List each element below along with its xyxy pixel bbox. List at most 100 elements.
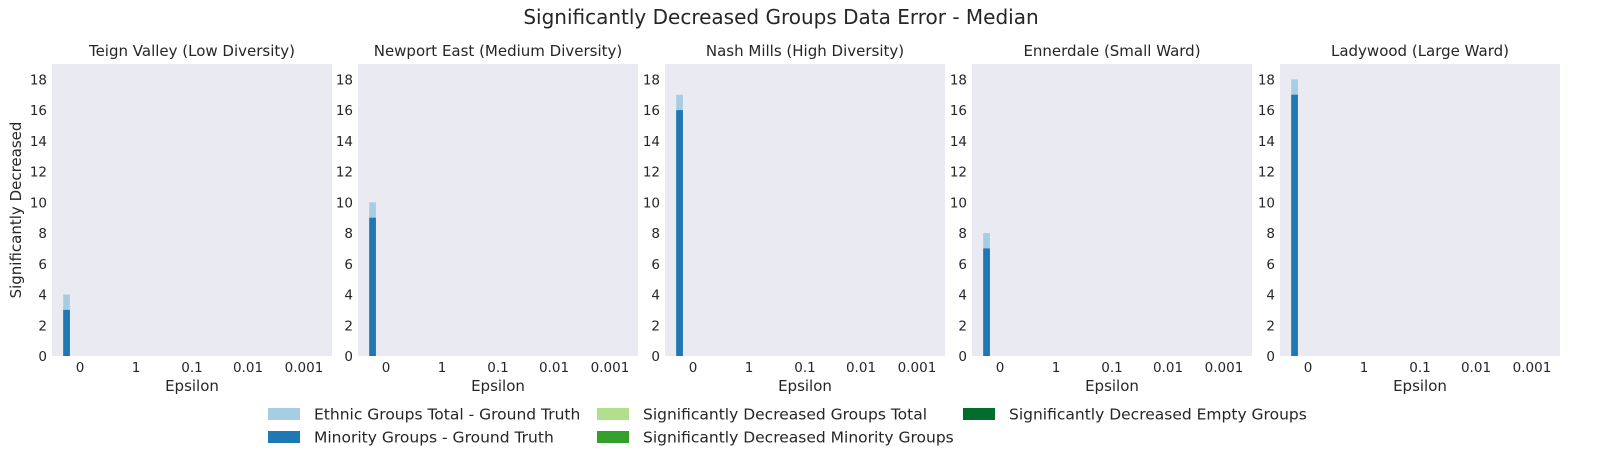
subplot-title: Ennerdale (Small Ward) (1023, 42, 1200, 60)
legend-swatch (597, 431, 629, 443)
legend-swatch (268, 408, 300, 420)
y-tick-label: 2 (651, 318, 660, 334)
y-tick-label: 8 (38, 226, 47, 242)
legend-item: Minority Groups - Ground Truth (268, 429, 554, 447)
y-tick-label: 10 (30, 195, 47, 211)
y-tick-label: 6 (1266, 257, 1275, 273)
y-tick-label: 4 (1266, 288, 1275, 304)
y-tick-label: 4 (38, 288, 47, 304)
y-tick-label: 4 (958, 288, 967, 304)
legend: Ethnic Groups Total - Ground Truth Minori… (268, 406, 1307, 447)
y-tick-label: 0 (958, 349, 967, 365)
y-tick-label: 18 (336, 72, 353, 88)
legend-item: Significantly Decreased Minority Groups (597, 429, 954, 447)
y-tick-label: 16 (1258, 103, 1275, 119)
y-tick-label: 14 (336, 134, 353, 150)
y-tick-label: 0 (344, 349, 353, 365)
plot-area (358, 64, 638, 356)
x-tick-label: 0.01 (1153, 360, 1183, 376)
legend-label: Minority Groups - Ground Truth (314, 429, 554, 447)
x-tick-label: 0 (996, 360, 1005, 376)
y-tick-label: 8 (1266, 226, 1275, 242)
y-tick-label: 12 (1258, 165, 1275, 181)
bar-minority-groups-ground-truth-0 (369, 217, 376, 356)
x-tick-label: 1 (438, 360, 447, 376)
y-tick-label: 10 (336, 195, 353, 211)
y-tick-label: 14 (30, 134, 47, 150)
x-tick-label: 0.1 (1101, 360, 1122, 376)
bar-minority-groups-ground-truth-0 (983, 248, 990, 356)
legend-label: Significantly Decreased Minority Groups (643, 429, 954, 447)
x-tick-label: 0.01 (1461, 360, 1491, 376)
y-tick-label: 14 (1258, 134, 1275, 150)
y-tick-label: 4 (344, 288, 353, 304)
y-tick-label: 8 (651, 226, 660, 242)
y-axis-label: Significantly Decreased (7, 122, 25, 299)
legend-item: Significantly Decreased Empty Groups (963, 406, 1307, 424)
legend-swatch (963, 408, 995, 420)
y-tick-label: 18 (643, 72, 660, 88)
legend-label: Significantly Decreased Groups Total (643, 406, 927, 424)
y-tick-label: 6 (651, 257, 660, 273)
x-tick-label: 0.01 (233, 360, 263, 376)
legend-label: Significantly Decreased Empty Groups (1009, 406, 1307, 424)
y-tick-label: 18 (1258, 72, 1275, 88)
y-tick-label: 16 (30, 103, 47, 119)
legend-item: Ethnic Groups Total - Ground Truth (268, 406, 580, 424)
y-tick-label: 0 (38, 349, 47, 365)
bar-minority-groups-ground-truth-0 (676, 110, 683, 357)
legend-swatch (268, 431, 300, 443)
x-tick-label: 0 (689, 360, 698, 376)
subplot-0: Teign Valley (Low Diversity) 0 2 4 6 8 10 12 14 1… (7, 42, 332, 395)
x-tick-label: 1 (1360, 360, 1369, 376)
y-tick-label: 12 (950, 165, 967, 181)
x-tick-label: 0 (1304, 360, 1313, 376)
x-tick-label: 0.001 (898, 360, 937, 376)
y-tick-label: 10 (950, 195, 967, 211)
y-tick-label: 8 (344, 226, 353, 242)
legend-item: Significantly Decreased Groups Total (597, 406, 927, 424)
legend-label: Ethnic Groups Total - Ground Truth (314, 406, 580, 424)
x-axis-label: Epsilon (165, 377, 219, 395)
bar-minority-groups-ground-truth-0 (63, 309, 70, 356)
subplot-3: Ennerdale (Small Ward) 0 2 4 6 8 10 12 14 16 18 0 1 0… (950, 42, 1252, 395)
y-tick-label: 6 (958, 257, 967, 273)
y-tick-label: 2 (958, 318, 967, 334)
y-tick-label: 18 (30, 72, 47, 88)
x-tick-label: 1 (745, 360, 754, 376)
y-tick-label: 12 (30, 165, 47, 181)
subplot-4: Ladywood (Large Ward) 0 2 4 6 8 10 12 14 16 18 0 1 0.… (1258, 42, 1560, 395)
plot-area (972, 64, 1252, 356)
subplot-title: Teign Valley (Low Diversity) (88, 42, 295, 60)
x-tick-label: 0.1 (794, 360, 815, 376)
y-tick-label: 18 (950, 72, 967, 88)
x-tick-label: 0.001 (1513, 360, 1552, 376)
y-tick-label: 8 (958, 226, 967, 242)
x-tick-label: 0.001 (285, 360, 324, 376)
y-tick-label: 16 (950, 103, 967, 119)
y-tick-label: 4 (651, 288, 660, 304)
y-tick-label: 16 (336, 103, 353, 119)
y-tick-label: 2 (38, 318, 47, 334)
y-tick-label: 6 (38, 257, 47, 273)
y-tick-label: 16 (643, 103, 660, 119)
subplot-title: Newport East (Medium Diversity) (374, 42, 623, 60)
x-tick-label: 0.001 (1205, 360, 1244, 376)
plot-area (1280, 64, 1560, 356)
y-tick-label: 10 (643, 195, 660, 211)
x-tick-label: 1 (1052, 360, 1061, 376)
figure-title: Significantly Decreased Groups Data Erro… (523, 5, 1038, 29)
plot-area (665, 64, 945, 356)
y-tick-label: 0 (1266, 349, 1275, 365)
subplot-panels: Teign Valley (Low Diversity)024681012141… (7, 42, 1560, 395)
plot-area (52, 64, 332, 356)
x-tick-label: 0.001 (591, 360, 630, 376)
subplot-title: Ladywood (Large Ward) (1331, 42, 1509, 60)
x-axis-label: Epsilon (1085, 377, 1139, 395)
y-tick-label: 6 (344, 257, 353, 273)
y-tick-label: 14 (643, 134, 660, 150)
y-tick-label: 2 (1266, 318, 1275, 334)
x-tick-label: 0.1 (181, 360, 202, 376)
x-axis-label: Epsilon (471, 377, 525, 395)
